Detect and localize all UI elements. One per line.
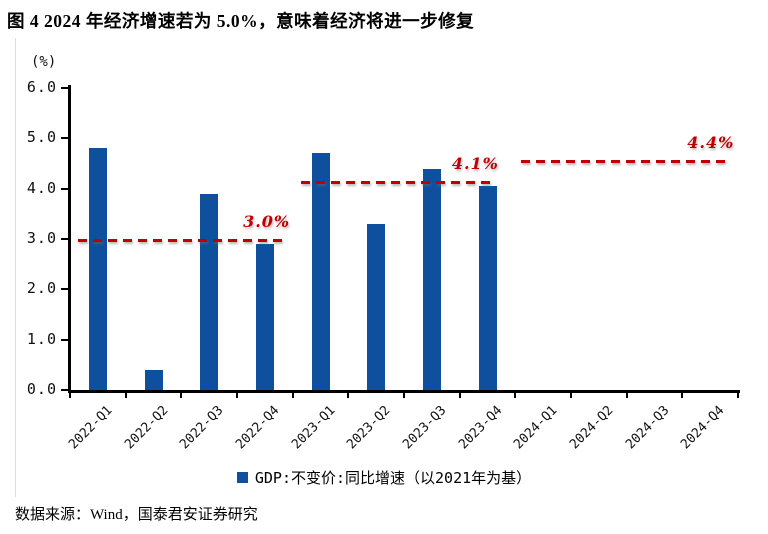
x-axis-tick — [180, 391, 183, 398]
figure-title: 图 4 2024 年经济增速若为 5.0%，意味着经济将进一步修复 — [7, 11, 475, 31]
y-axis-tick — [61, 288, 69, 291]
y-axis-tick-label: 4.0 — [26, 178, 57, 197]
x-axis-tick — [403, 391, 405, 398]
annotation-dashed-line — [78, 239, 288, 242]
y-axis-unit-label: (%) — [31, 54, 57, 70]
bar — [255, 244, 274, 390]
x-axis-tick — [737, 391, 739, 398]
bar — [367, 223, 386, 390]
x-axis-category-label: 2022-Q2 — [121, 403, 172, 453]
y-axis-tick-label: 5.0 — [26, 128, 57, 147]
y-axis-tick — [61, 389, 69, 391]
x-axis-tick — [347, 391, 350, 398]
annotation-value-label: 4.1% — [451, 153, 499, 173]
x-axis-category-label: 2024-Q1 — [511, 403, 561, 453]
x-axis-tick — [570, 391, 572, 398]
bar — [311, 153, 330, 390]
x-axis-category-label: 2024-Q4 — [678, 403, 728, 453]
document-border-line — [15, 38, 16, 497]
x-axis-tick — [625, 391, 628, 398]
x-axis-tick — [69, 391, 71, 398]
x-axis-category-label: 2022-Q4 — [233, 403, 283, 453]
y-axis-tick-label: 6.0 — [26, 78, 57, 96]
x-axis-tick — [124, 391, 127, 398]
x-axis-category-label: 2024-Q3 — [622, 403, 673, 453]
annotation-dashed-line — [520, 160, 732, 164]
y-axis-tick-label: 3.0 — [26, 229, 57, 247]
y-axis-tick — [61, 238, 69, 240]
x-axis-category-label: 2024-Q2 — [567, 403, 617, 453]
x-axis-category-label: 2023-Q3 — [400, 403, 450, 453]
y-axis-tick-label: 1.0 — [26, 329, 57, 348]
annotation-value-label: 3.0% — [243, 211, 291, 231]
y-axis-line — [68, 85, 71, 393]
y-axis-tick-label: 0.0 — [26, 380, 57, 398]
x-axis-category-label: 2023-Q4 — [455, 403, 506, 453]
x-axis-tick — [458, 391, 461, 398]
bar — [478, 186, 497, 390]
legend-swatch-icon — [236, 471, 248, 483]
bar — [200, 193, 219, 390]
y-axis-tick — [61, 137, 69, 140]
x-axis-category-label: 2023-Q1 — [288, 403, 339, 453]
bar — [88, 148, 107, 390]
x-axis-tick — [236, 391, 238, 398]
y-axis-tick — [61, 338, 69, 341]
x-axis-category-label: 2022-Q3 — [177, 403, 227, 453]
legend-series-label: GDP:不变价:同比增速（以2021年为基） — [254, 468, 532, 487]
data-source-note: 数据来源：Wind，国泰君安证券研究 — [15, 507, 258, 523]
y-axis-tick — [61, 187, 69, 190]
y-axis-tick — [61, 87, 69, 89]
x-axis-tick — [681, 391, 684, 398]
y-axis-tick-label: 2.0 — [26, 279, 57, 298]
annotation-dashed-line — [301, 181, 496, 185]
bar — [422, 168, 441, 390]
annotation-value-label: 4.4% — [687, 132, 735, 152]
x-axis-tick — [514, 391, 517, 398]
chart-legend: GDP:不变价:同比增速（以2021年为基） — [0, 466, 768, 488]
bar — [144, 369, 163, 390]
x-axis-tick — [291, 391, 294, 398]
x-axis-category-label: 2023-Q2 — [344, 403, 394, 453]
x-axis-category-label: 2022-Q1 — [66, 403, 116, 453]
